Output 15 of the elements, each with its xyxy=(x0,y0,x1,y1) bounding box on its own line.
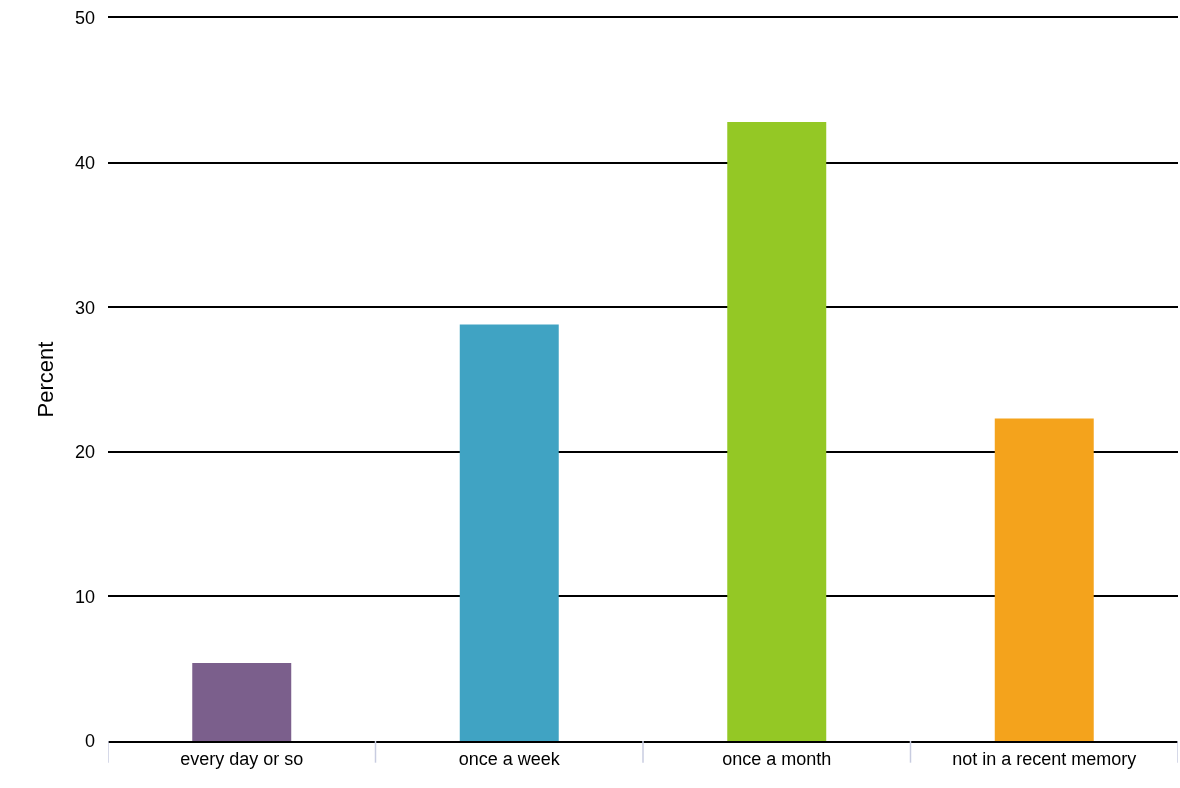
y-tick-label: 40 xyxy=(74,152,95,173)
bar xyxy=(727,122,827,741)
y-tick-label: 50 xyxy=(74,8,95,29)
x-tick-label: once a week xyxy=(458,748,561,769)
y-tick-label: 30 xyxy=(74,297,95,318)
x-tick-label: every day or so xyxy=(180,748,304,769)
bar xyxy=(994,418,1094,741)
y-tick-label: 10 xyxy=(74,586,95,607)
y-tick-label: 20 xyxy=(74,442,95,463)
bar xyxy=(459,324,559,741)
bar xyxy=(192,662,292,741)
x-tick-label: once a month xyxy=(722,748,832,769)
y-axis-title: Percent xyxy=(32,341,58,418)
y-tick-label: 0 xyxy=(84,731,95,752)
x-tick-label: not in a recent memory xyxy=(952,748,1137,769)
